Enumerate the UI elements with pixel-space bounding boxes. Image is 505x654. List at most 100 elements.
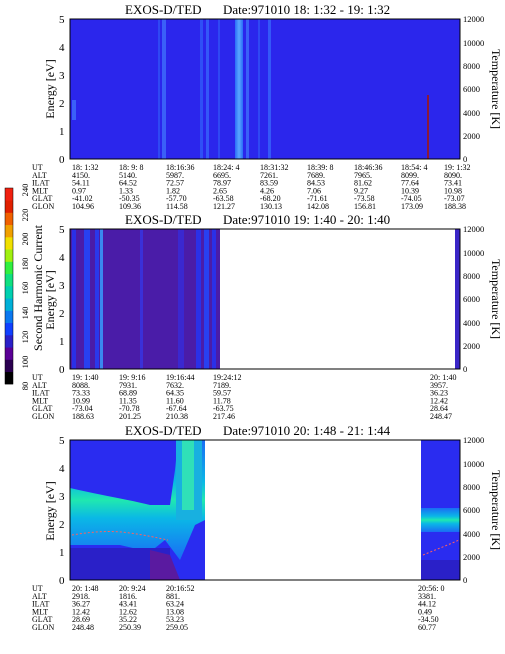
ephemeris-value: 2.65 bbox=[213, 186, 227, 195]
colorbar-swatch bbox=[5, 200, 13, 213]
ephemeris-value: 1816. bbox=[119, 592, 137, 601]
colorbar-swatch bbox=[5, 188, 13, 201]
ephemeris-value: 4.26 bbox=[260, 186, 274, 195]
panel-2-date: Date:971010 19: 1:40 - 20: 1:40 bbox=[223, 212, 390, 227]
ephemeris-value: 3957. bbox=[430, 381, 448, 390]
panel-2-ytick: 4 bbox=[59, 252, 65, 264]
ephemeris-value: 43.41 bbox=[119, 600, 137, 609]
panel-3-ytick: 3 bbox=[59, 491, 65, 503]
colorbar-swatch bbox=[5, 347, 13, 360]
panel-2-yticks: 0 1 2 3 4 5 bbox=[59, 224, 65, 376]
ephemeris-value: 20:16:52 bbox=[166, 584, 194, 593]
panel-2-empty bbox=[220, 229, 456, 369]
ephemeris-value: 54.11 bbox=[72, 179, 90, 188]
panel-3: EXOS-D/TED Date:971010 20: 1:48 - 21: 1:… bbox=[32, 423, 503, 632]
colorbar-tick: 220 bbox=[20, 209, 30, 222]
panel-3-rtick: 0 bbox=[463, 575, 467, 585]
ephemeris-row-label: ILAT bbox=[32, 389, 49, 398]
ephemeris-value: 13.08 bbox=[166, 607, 184, 616]
ephemeris-row-label: ALT bbox=[32, 381, 47, 390]
panel-2-plot-area bbox=[70, 229, 460, 369]
ephemeris-row-label: UT bbox=[32, 163, 43, 172]
ephemeris-row-label: ILAT bbox=[32, 600, 49, 609]
panel-2-title: EXOS-D/TED bbox=[125, 212, 202, 227]
ephemeris-value: 173.09 bbox=[401, 202, 423, 211]
ephemeris-value: 10.39 bbox=[401, 186, 419, 195]
ephemeris-value: 18:46:36 bbox=[354, 163, 382, 172]
ephemeris-value: 5140. bbox=[119, 171, 137, 180]
panel-1-ylabel: Energy [eV] bbox=[43, 59, 57, 118]
ephemeris-value: 109.36 bbox=[119, 202, 141, 211]
panel-2-streak bbox=[100, 229, 103, 369]
ephemeris-value: 1.33 bbox=[119, 186, 133, 195]
panel-2-ytick: 0 bbox=[59, 364, 65, 376]
panel-3-plot-area bbox=[70, 440, 460, 580]
ephemeris-row-label: GLAT bbox=[32, 615, 53, 624]
panel-3-right-low bbox=[421, 560, 460, 580]
ephemeris-value: 73.33 bbox=[72, 389, 90, 398]
ephemeris-value: 7.06 bbox=[307, 186, 321, 195]
panel-3-upper-column-core bbox=[182, 440, 194, 510]
panel-3-ytick: 1 bbox=[59, 547, 65, 559]
panel-1-date: Date:971010 18: 1:32 - 19: 1:32 bbox=[223, 2, 390, 17]
ephemeris-value: -73.07 bbox=[444, 194, 465, 203]
colorbar-swatch bbox=[5, 249, 13, 262]
ephemeris-value: 6695. bbox=[213, 171, 231, 180]
ephemeris-value: 18: 9: 8 bbox=[119, 163, 143, 172]
panel-3-ytick: 0 bbox=[59, 575, 65, 587]
ephemeris-value: 142.08 bbox=[307, 202, 329, 211]
ephemeris-value: 5987. bbox=[166, 171, 184, 180]
ephemeris-row-label: UT bbox=[32, 373, 43, 382]
colorbar-swatch bbox=[5, 273, 13, 287]
colorbar-swatch bbox=[5, 335, 13, 348]
panel-1-ytick: 3 bbox=[59, 70, 65, 82]
ephemeris-value: 19: 1:32 bbox=[444, 163, 470, 172]
ephemeris-row-label: GLON bbox=[32, 412, 54, 421]
ephemeris-value: 28.69 bbox=[72, 615, 90, 624]
panel-2-rtick: 2000 bbox=[463, 341, 480, 351]
ephemeris-value: 11.60 bbox=[166, 396, 184, 405]
ephemeris-value: 114.58 bbox=[166, 202, 188, 211]
panel-1-rticks: 0 2000 4000 6000 8000 10000 12000 bbox=[463, 14, 484, 164]
panel-3-rtick: 10000 bbox=[463, 459, 484, 469]
ephemeris-value: 121.27 bbox=[213, 202, 235, 211]
panel-1-streak bbox=[268, 19, 271, 159]
ephemeris-value: 259.05 bbox=[166, 623, 188, 632]
panel-2-ytick: 1 bbox=[59, 336, 65, 348]
panel-2-ytick: 2 bbox=[59, 308, 65, 320]
colorbar-swatch bbox=[5, 261, 13, 275]
ephemeris-row-label: GLON bbox=[32, 623, 54, 632]
ephemeris-value: 3381. bbox=[418, 592, 436, 601]
ephemeris-value: 7965. bbox=[354, 171, 372, 180]
panel-1-streak bbox=[158, 19, 160, 159]
colorbar-swatch bbox=[5, 371, 13, 385]
panel-1-rlabel: Temperature [K] bbox=[489, 49, 503, 129]
ephemeris-value: 36.23 bbox=[430, 389, 448, 398]
ephemeris-value: 73.41 bbox=[444, 179, 462, 188]
ephemeris-value: 0.49 bbox=[418, 607, 432, 616]
ephemeris-row-label: MLT bbox=[32, 396, 48, 405]
panel-2-streak bbox=[204, 229, 209, 369]
colorbar-swatch bbox=[5, 237, 13, 250]
ephemeris-value: 60.77 bbox=[418, 623, 436, 632]
ephemeris-value: 7261. bbox=[260, 171, 278, 180]
panel-2-ytick: 5 bbox=[59, 224, 65, 236]
panel-1-rtick: 8000 bbox=[463, 61, 480, 71]
panel-3-ytick: 5 bbox=[59, 435, 65, 447]
ephemeris-value: 81.62 bbox=[354, 179, 372, 188]
colorbar-tick: 80 bbox=[20, 382, 30, 391]
colorbar-label: Second Harmonic Current bbox=[31, 224, 45, 351]
colorbar-tick: 120 bbox=[20, 331, 30, 344]
ephemeris-value: 64.52 bbox=[119, 179, 137, 188]
panel-2-rtick: 12000 bbox=[463, 224, 484, 234]
panel-1-streak bbox=[200, 19, 203, 159]
ephemeris-value: -63.58 bbox=[213, 194, 234, 203]
ephemeris-value: 10.98 bbox=[444, 186, 462, 195]
ephemeris-value: 881. bbox=[166, 592, 180, 601]
colorbar-swatch bbox=[5, 310, 13, 324]
ephemeris-value: 20: 1:40 bbox=[430, 373, 456, 382]
ephemeris-value: 12.62 bbox=[119, 607, 137, 616]
colorbar-tick: 240 bbox=[20, 184, 30, 197]
